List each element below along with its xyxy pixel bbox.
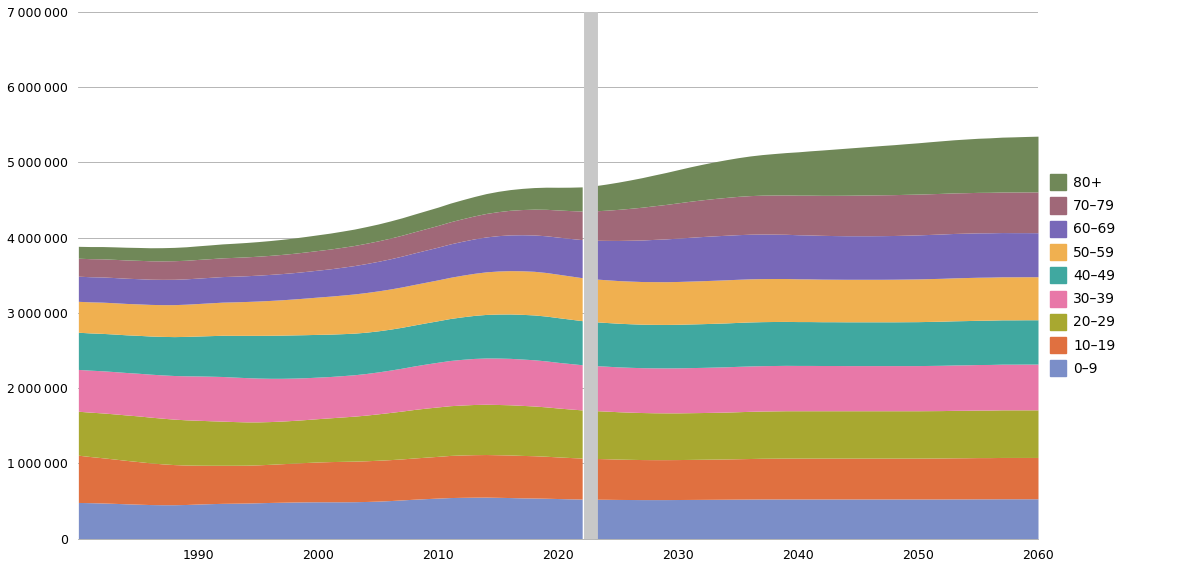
Legend: 80+, 70–79, 60–69, 50–59, 40–49, 30–39, 20–29, 10–19, 0–9: 80+, 70–79, 60–69, 50–59, 40–49, 30–39, … — [1050, 174, 1116, 376]
